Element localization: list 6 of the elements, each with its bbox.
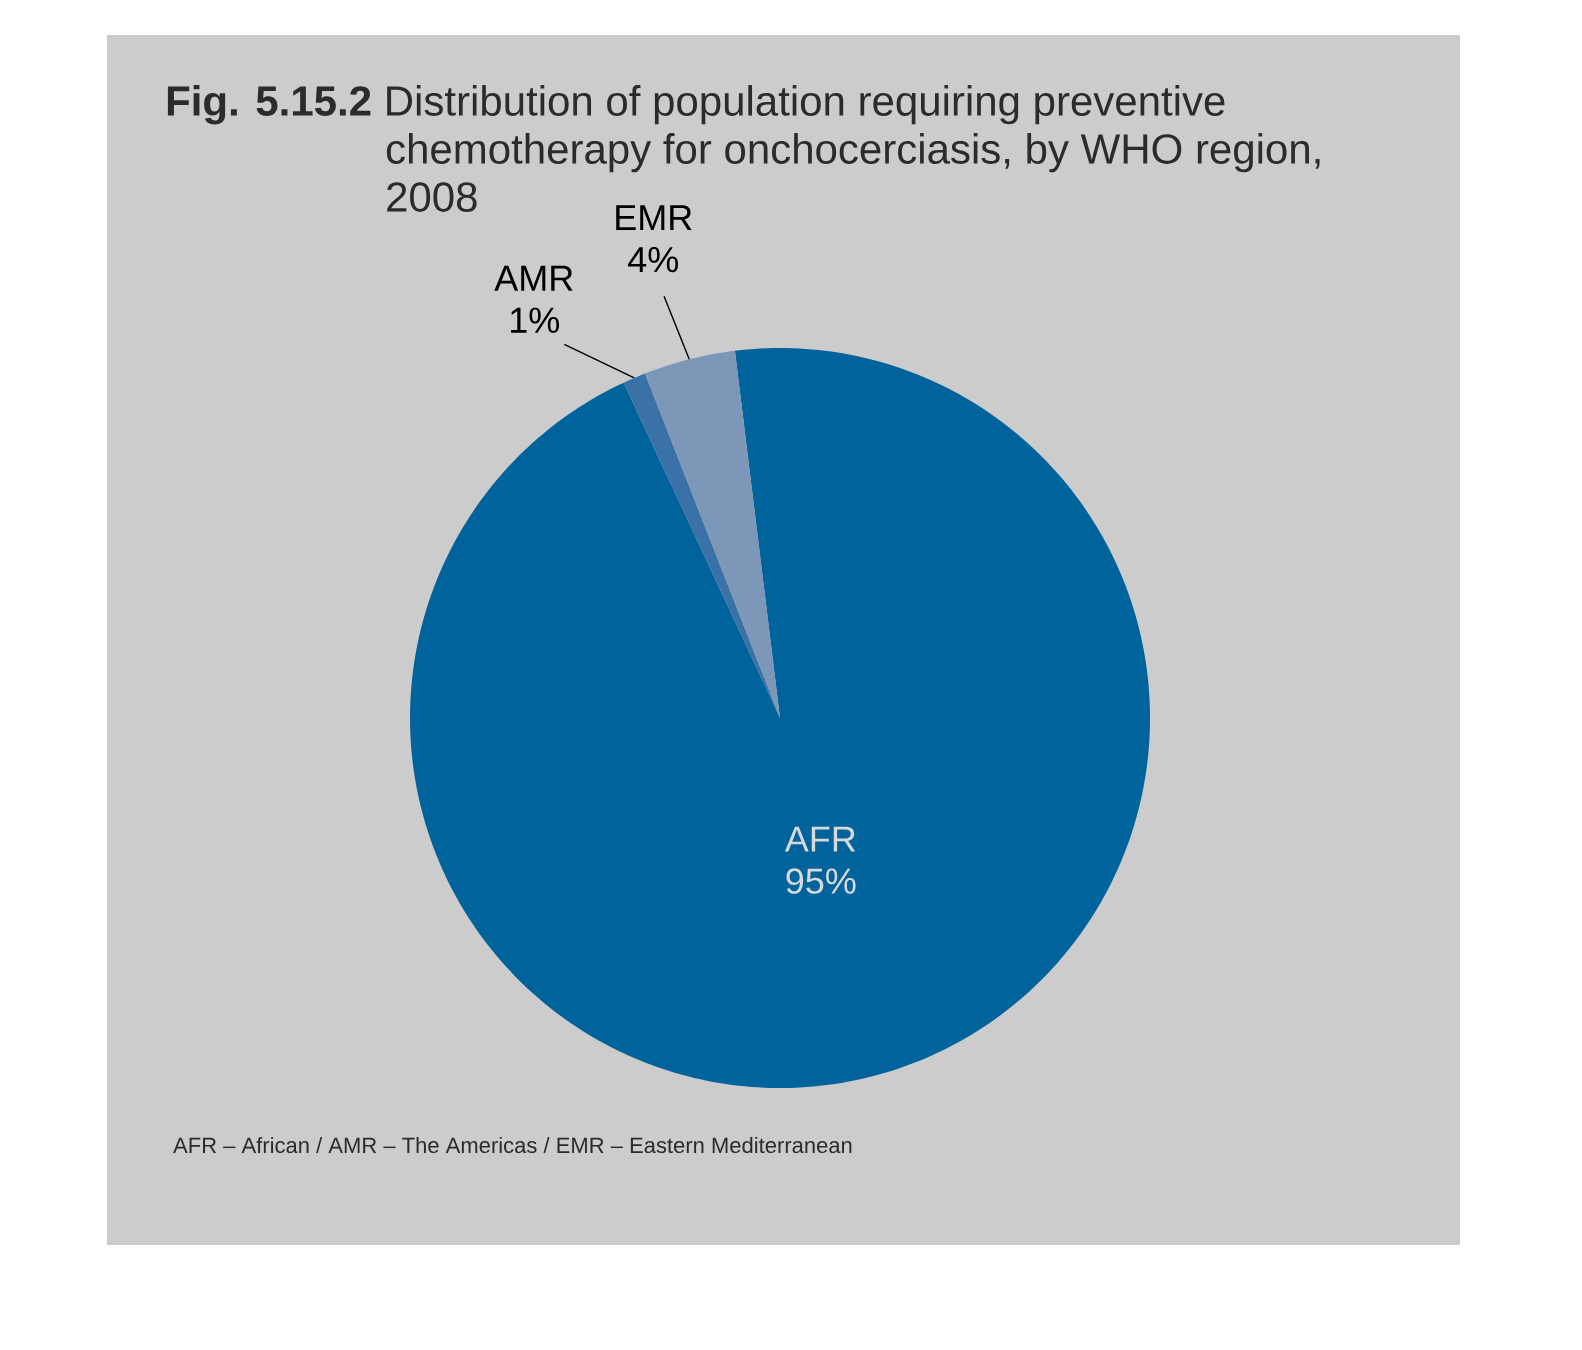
data-label: 1%: [510, 307, 559, 333]
data-label: 4%: [628, 247, 678, 273]
slice-label: AMR: [494, 265, 573, 291]
data-label: 95%: [786, 868, 856, 894]
slice-label: AFR: [784, 826, 856, 852]
text: AFR – African / AMR – The Americas / EMR – Eastern Mediterranean: [173, 1136, 852, 1154]
